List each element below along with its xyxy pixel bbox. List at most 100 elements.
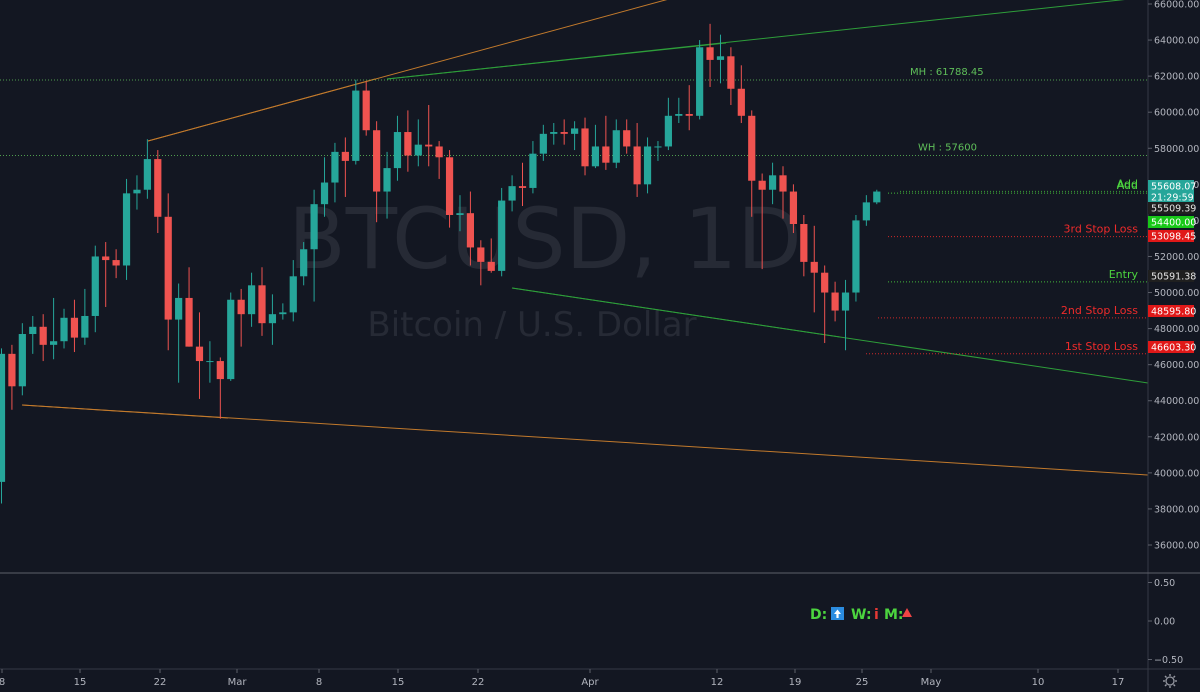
candle-body	[529, 153, 537, 188]
candle-body	[268, 314, 277, 324]
candle-down	[8, 344, 16, 410]
candle-body	[560, 132, 568, 134]
candle-down	[758, 173, 766, 270]
candle-body	[91, 256, 99, 316]
candle-down	[727, 47, 735, 105]
candle-down	[685, 85, 693, 131]
candle-down	[581, 117, 589, 176]
candle-up	[852, 214, 860, 302]
candle-body	[60, 317, 68, 342]
candle-up	[60, 308, 68, 349]
candle-down	[112, 249, 120, 279]
candle-down	[466, 191, 474, 266]
price-tag-text: 55608.07	[1151, 182, 1196, 193]
candlestick-series[interactable]	[0, 23, 881, 504]
candle-down	[831, 281, 839, 322]
candle-body	[518, 186, 527, 188]
candle-body	[216, 361, 224, 380]
candle-body	[289, 276, 297, 313]
trade-label-entry: Entry	[1109, 268, 1139, 281]
price-tag: 48595.80	[1148, 305, 1196, 318]
candle-body	[664, 115, 672, 147]
candle-body	[550, 132, 558, 134]
candle-body	[477, 247, 485, 262]
candle-down	[737, 65, 745, 124]
price-tag-text: 55509.39	[1151, 204, 1196, 215]
candle-up	[310, 189, 318, 302]
candle-body	[675, 114, 683, 116]
candle-body	[716, 56, 725, 60]
time-axis-tick-label: 10	[1032, 677, 1045, 688]
candle-body	[821, 272, 829, 293]
candle-up	[175, 283, 183, 383]
indicator-axis-tick-label: 0.00	[1154, 617, 1175, 628]
price-axis-tick-label: 46000.00	[1154, 360, 1199, 371]
indicator-axis[interactable]: 0.50 0.00 −0.50	[1148, 578, 1183, 666]
candle-up	[696, 40, 704, 120]
candle-body	[445, 157, 454, 215]
time-axis[interactable]: 8 15 22 Mar 8 15 22 Apr 12 19 25 May 10 17	[0, 669, 1124, 688]
candle-body	[393, 132, 402, 169]
gear-icon[interactable]	[1163, 674, 1177, 688]
horizontal-levels[interactable]: MH : 61788.45 WH : 57600	[0, 67, 1148, 355]
indicator-axis-tick-label: 0.50	[1154, 578, 1175, 589]
price-tag-text: 50591.38	[1151, 272, 1196, 283]
candle-body	[487, 261, 495, 271]
candle-body	[414, 144, 422, 156]
candle-up	[716, 34, 725, 84]
candle-body	[591, 146, 600, 167]
candle-down	[623, 119, 631, 154]
price-tag: 21:29:59	[1148, 191, 1194, 204]
candle-down	[477, 240, 485, 286]
candle-body	[154, 159, 162, 217]
candle-body	[258, 285, 266, 324]
candle-up	[29, 315, 37, 354]
candle-body	[852, 220, 860, 293]
candle-down	[185, 267, 193, 347]
candle-body	[0, 353, 6, 482]
candle-body	[602, 146, 610, 163]
candle-down	[779, 166, 787, 219]
price-axis-tick-label: 50000.00	[1154, 288, 1199, 299]
candle-up	[841, 279, 850, 351]
symbol-watermark: BTCUSD, 1D Bitcoin / U.S. Dollar	[288, 190, 802, 345]
candle-up	[654, 141, 662, 161]
candle-up	[498, 187, 506, 277]
trendlines[interactable]	[21, 0, 1149, 476]
candle-body	[800, 224, 808, 262]
price-axis-tick-label: 44000.00	[1154, 396, 1199, 407]
time-axis-tick-label: 17	[1112, 677, 1125, 688]
candle-up	[539, 124, 547, 161]
candle-down	[560, 119, 568, 145]
candle-body	[70, 317, 79, 338]
watermark-title: BTCUSD, 1D	[288, 190, 802, 288]
price-tag-bg	[1148, 180, 1194, 192]
candle-body	[300, 249, 308, 277]
time-axis-tick-label: 19	[789, 677, 802, 688]
time-axis-tick-label: 22	[154, 677, 167, 688]
candle-down	[195, 312, 204, 399]
candle-body	[873, 191, 881, 203]
candle-body	[404, 132, 412, 156]
candle-up	[91, 245, 99, 333]
candle-up	[383, 151, 391, 219]
price-axis[interactable]: 66000.00 64000.00 62000.00 60000.00 58000.00…	[1148, 0, 1199, 552]
candle-body	[352, 90, 360, 161]
candle-body	[654, 146, 662, 148]
candle-body	[383, 168, 391, 192]
time-axis-tick-label: 15	[74, 677, 87, 688]
candle-body	[39, 326, 47, 345]
time-axis-tick-label: Mar	[228, 677, 248, 688]
indicator-m-label: M:	[884, 607, 904, 623]
price-axis-tick-label: 52000.00	[1154, 252, 1199, 263]
candle-up	[352, 79, 360, 165]
candle-down	[102, 242, 110, 307]
price-axis-tick-label: 40000.00	[1154, 468, 1199, 479]
price-tag-bg	[1148, 270, 1194, 282]
price-tag: 50591.38	[1148, 270, 1196, 283]
candle-body	[768, 175, 777, 190]
candle-body	[612, 130, 620, 163]
time-axis-tick-label: May	[921, 677, 942, 688]
candle-up	[279, 303, 287, 320]
